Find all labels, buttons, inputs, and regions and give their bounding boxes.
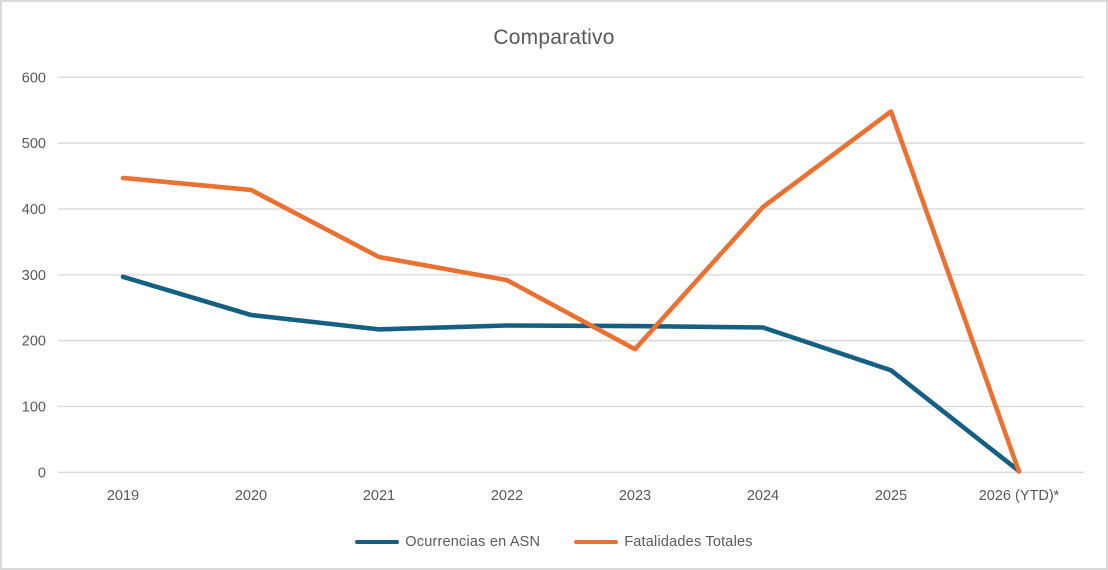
x-axis-label-8: 2026 (YTD)* [979,488,1060,504]
legend-swatch-fatalidades [574,539,619,545]
x-axis-label-5: 2023 [619,488,651,504]
series-line-ocurrencias [120,274,1022,474]
legend-item-fatalidades: Fatalidades Totales [574,534,753,550]
y-tick-label-600: 600 [22,70,46,86]
x-axis-label-7: 2025 [875,488,907,504]
legend-label-fatalidades: Fatalidades Totales [624,534,753,550]
x-axis-label-3: 2021 [363,488,395,504]
chart-legend: Ocurrencias en ASN Fatalidades Totales [2,534,1106,550]
x-axis-label-1: 2019 [107,488,139,504]
y-tick-label-0: 0 [38,465,46,481]
x-axis-label-4: 2022 [491,488,523,504]
y-tick-label-100: 100 [22,399,46,415]
chart-title: Comparativo [493,26,615,49]
x-axis-label-2: 2020 [235,488,267,504]
y-tick-label-300: 300 [22,268,46,284]
y-tick-label-400: 400 [22,202,46,218]
y-tick-label-200: 200 [22,334,46,350]
x-axis-label-6: 2024 [747,488,779,504]
legend-item-ocurrencias: Ocurrencias en ASN [355,534,540,550]
legend-label-ocurrencias: Ocurrencias en ASN [405,534,541,550]
series-line-fatalidades [120,109,1022,474]
y-tick-label-500: 500 [22,136,46,152]
legend-swatch-ocurrencias [355,539,400,545]
